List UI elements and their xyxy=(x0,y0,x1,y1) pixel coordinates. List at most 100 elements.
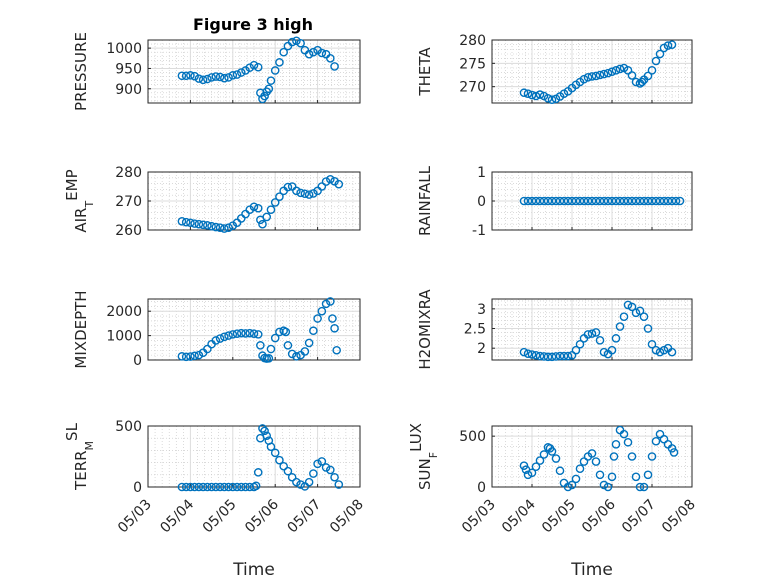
data-point xyxy=(651,345,661,355)
data-point xyxy=(211,482,221,492)
y-tick-label: 1000 xyxy=(106,41,142,57)
data-point xyxy=(639,312,649,322)
data-point xyxy=(567,480,577,490)
data-point xyxy=(627,302,637,312)
data-point xyxy=(266,344,276,354)
data-point xyxy=(587,329,597,338)
data-point xyxy=(207,482,216,492)
data-point xyxy=(309,47,318,57)
data-point xyxy=(321,177,331,186)
data-point xyxy=(599,196,609,206)
data-point xyxy=(539,352,549,361)
data-point xyxy=(635,196,645,206)
y-tick-label: 280 xyxy=(115,165,142,181)
data-point xyxy=(635,482,645,492)
data-point xyxy=(611,439,621,449)
data-point xyxy=(211,336,221,345)
data-point xyxy=(296,188,305,198)
data-point xyxy=(253,203,263,213)
data-point xyxy=(635,306,645,316)
data-point xyxy=(519,88,529,98)
data-point xyxy=(317,182,327,191)
data-point xyxy=(591,196,601,206)
data-point xyxy=(313,314,322,323)
data-point xyxy=(527,90,537,100)
data-point xyxy=(181,352,191,362)
data-point xyxy=(220,73,229,83)
data-point xyxy=(619,429,629,439)
data-point xyxy=(313,186,322,196)
data-point xyxy=(531,462,541,471)
data-point xyxy=(194,482,204,492)
data-point xyxy=(256,341,265,350)
data-point xyxy=(647,66,657,75)
y-tick-label: 275 xyxy=(459,56,486,72)
x-tick-label: 05/05 xyxy=(539,497,579,537)
data-point xyxy=(224,331,233,340)
data-point xyxy=(275,327,284,337)
data-point xyxy=(279,461,288,471)
data-point xyxy=(551,196,561,206)
y-tick-label: 0 xyxy=(133,480,142,496)
data-point xyxy=(287,182,297,191)
data-point xyxy=(190,219,199,228)
data-point xyxy=(300,189,310,199)
y-tick-label: 0 xyxy=(477,480,486,496)
data-point xyxy=(563,351,573,361)
data-point xyxy=(300,347,310,356)
data-point xyxy=(326,297,335,306)
data-point xyxy=(607,196,617,206)
data-point xyxy=(667,40,677,49)
data-point xyxy=(321,299,331,309)
y-tick-label: 280 xyxy=(459,33,486,49)
data-point xyxy=(591,71,601,81)
x-tick-label: 05/08 xyxy=(327,497,367,537)
data-point xyxy=(232,482,242,492)
data-point xyxy=(651,196,661,206)
y-tick-label: 0 xyxy=(133,353,142,369)
data-point xyxy=(611,196,621,206)
data-point xyxy=(266,76,276,85)
data-point xyxy=(198,75,208,85)
data-point xyxy=(253,62,263,72)
data-point xyxy=(595,70,605,80)
data-point xyxy=(296,38,305,48)
data-point xyxy=(575,464,585,474)
data-point xyxy=(643,196,653,206)
data-point xyxy=(595,336,605,345)
data-point xyxy=(275,58,284,67)
data-point xyxy=(194,74,204,83)
x-tick-label: 05/03 xyxy=(115,497,155,537)
data-point xyxy=(309,326,318,336)
data-point xyxy=(551,352,561,361)
y-axis-label: TERRMSL xyxy=(63,422,96,491)
data-point xyxy=(203,74,212,84)
data-point xyxy=(659,345,669,355)
data-point xyxy=(317,457,327,466)
axes-frame xyxy=(491,171,693,231)
data-point xyxy=(547,447,557,456)
data-point xyxy=(627,196,637,206)
axes-frame xyxy=(491,39,693,104)
y-axis-label: THETA xyxy=(416,47,434,97)
y-tick-label: 260 xyxy=(115,223,142,239)
data-point xyxy=(587,72,597,81)
data-point xyxy=(535,456,545,465)
data-point xyxy=(181,482,191,492)
x-tick-label: 05/03 xyxy=(459,497,499,537)
data-point xyxy=(639,196,649,206)
data-point xyxy=(543,94,553,103)
data-point xyxy=(249,60,259,70)
y-tick-label: 1 xyxy=(477,165,486,181)
data-point xyxy=(281,327,291,337)
data-point xyxy=(326,174,335,184)
data-point xyxy=(203,482,212,492)
data-point xyxy=(643,470,653,480)
y-tick-label: 3 xyxy=(477,302,486,318)
axes-frame xyxy=(491,425,693,488)
y-axis-label: RAINFALL xyxy=(416,165,434,236)
data-point xyxy=(224,482,233,492)
data-point xyxy=(607,67,617,77)
data-point xyxy=(643,71,653,81)
